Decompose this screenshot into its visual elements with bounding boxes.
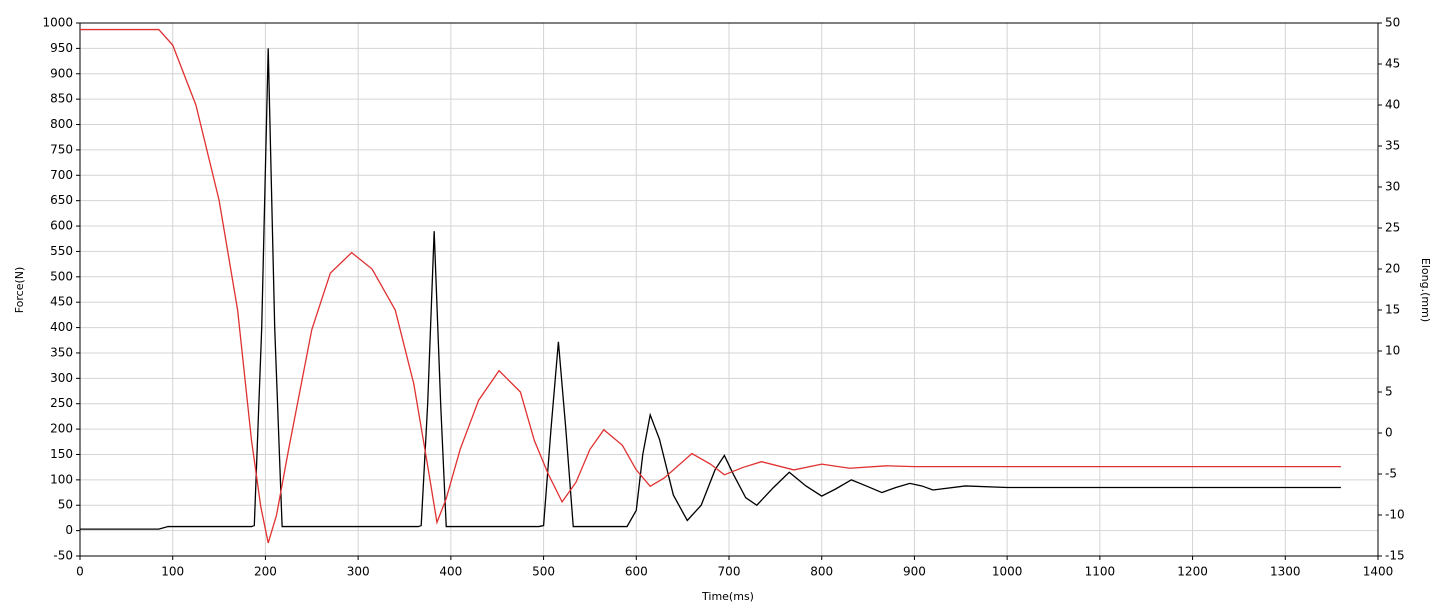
y2-tick-label: 30: [1385, 180, 1400, 194]
y2-tick-label: 20: [1385, 262, 1400, 276]
data-line: [80, 48, 1341, 530]
x-tick-label: 1000: [992, 565, 1023, 579]
y2-tick-label: 5: [1385, 385, 1393, 399]
x-tick-label: 1100: [1085, 565, 1116, 579]
y-axis-label: Force(N): [13, 267, 26, 314]
y-tick-label: 650: [50, 193, 73, 207]
x-tick-label: 900: [903, 565, 926, 579]
x-tick-label: 300: [347, 565, 370, 579]
y-tick-label: 600: [50, 219, 73, 233]
x-tick-label: 400: [439, 565, 462, 579]
y2-tick-label: 50: [1385, 16, 1400, 30]
y2-tick-label: 15: [1385, 303, 1400, 317]
y2-tick-label: -15: [1385, 549, 1405, 563]
plot-frame: [79, 22, 1379, 557]
y-tick-label: 700: [50, 168, 73, 182]
x-tick-label: 0: [76, 565, 84, 579]
x-tick-label: 1300: [1270, 565, 1301, 579]
x-tick-label: 500: [532, 565, 555, 579]
y2-axis-label: Elong.(mm): [1419, 258, 1432, 322]
y-tick-label: 950: [50, 41, 73, 55]
y-tick-label: -50: [53, 549, 73, 563]
data-line: [80, 28, 1341, 544]
y-tick-label: 250: [50, 396, 73, 410]
y-tick-label: 300: [50, 371, 73, 385]
y-tick-label: 150: [50, 447, 73, 461]
x-tick-label: 200: [254, 565, 277, 579]
x-tick-label: 100: [161, 565, 184, 579]
y-tick-label: 1000: [42, 16, 73, 30]
y-tick-label: 0: [65, 523, 73, 537]
y-tick-label: 350: [50, 345, 73, 359]
y2-tick-label: 40: [1385, 98, 1400, 112]
y-tick-label: 550: [50, 244, 73, 258]
y-tick-label: 50: [58, 498, 73, 512]
y-tick-label: 200: [50, 422, 73, 436]
y2-tick-label: 35: [1385, 139, 1400, 153]
y-tick-label: 450: [50, 295, 73, 309]
y2-tick-label: 45: [1385, 57, 1400, 71]
y-tick-label: 100: [50, 472, 73, 486]
x-tick-label: 600: [625, 565, 648, 579]
y2-tick-label: 10: [1385, 344, 1400, 358]
y2-tick-label: -5: [1385, 467, 1397, 481]
x-tick-label: 1400: [1363, 565, 1394, 579]
y-tick-label: 800: [50, 117, 73, 131]
y2-tick-label: 25: [1385, 221, 1400, 235]
y-tick-label: 400: [50, 320, 73, 334]
y-tick-label: 900: [50, 66, 73, 80]
y2-tick-label: 0: [1385, 426, 1393, 440]
x-tick-label: 1200: [1177, 565, 1208, 579]
y-tick-label: 500: [50, 269, 73, 283]
y2-tick-label: -10: [1385, 508, 1405, 522]
x-axis-label: Time(ms): [701, 590, 754, 603]
y-tick-label: 750: [50, 142, 73, 156]
x-tick-label: 700: [718, 565, 741, 579]
x-tick-label: 800: [810, 565, 833, 579]
y-tick-label: 850: [50, 92, 73, 106]
